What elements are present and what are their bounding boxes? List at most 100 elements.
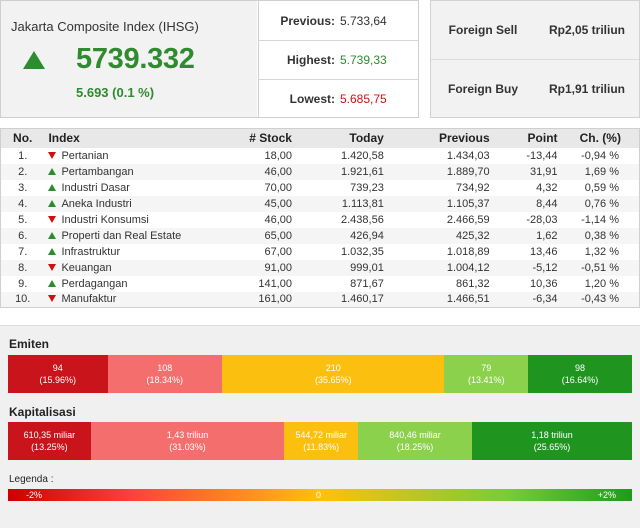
up-triangle-icon	[48, 167, 57, 175]
row-change: -0,51 %	[561, 259, 640, 276]
segment-value: 94	[52, 363, 63, 373]
row-number: 3.	[18, 181, 28, 194]
table-row: 6. Properti dan Real Estate 65,00 426,94 425…	[0, 227, 640, 244]
row-index-label: Aneka Industri	[61, 197, 132, 210]
row-point: -13,44	[526, 149, 558, 162]
row-point: 13,46	[530, 245, 558, 258]
row-number: 7.	[18, 245, 28, 258]
foreign-sell-label: Foreign Sell	[448, 23, 518, 37]
row-stock-count: 45,00	[232, 195, 296, 212]
table-row: 2. Pertambangan 46,00 1.921,61 1.889,70 31,91…	[0, 163, 640, 180]
summary-header: Jakarta Composite Index (IHSG) 5739.332 …	[0, 0, 640, 122]
segment-percent: (13.41%)	[468, 375, 505, 385]
row-point: 31,91	[493, 163, 562, 180]
kapitalisasi-segment: 544,72 miliar (11.83%)	[284, 422, 359, 460]
row-point: -6,34	[493, 291, 562, 308]
row-stock-count: 91,00	[232, 259, 296, 276]
stat-previous: Previous: 5.733,64	[258, 1, 418, 40]
legend-gradient-bar: -2% 0 +2%	[8, 489, 632, 501]
row-index-label: Industri Konsumsi	[61, 213, 149, 226]
index-title: Jakarta Composite Index (IHSG)	[11, 19, 199, 34]
segment-value: 79	[481, 363, 492, 373]
row-change: -0,43 %	[561, 291, 640, 308]
row-previous: 1.004,12	[387, 259, 494, 276]
row-index-name: Perdagangan	[44, 276, 232, 292]
kapitalisasi-segment: 610,35 miliar (13.25%)	[8, 422, 91, 460]
segment-value: 1,43 triliun	[166, 430, 209, 440]
row-number: 10.	[0, 291, 45, 308]
row-index-name: Pertanian	[44, 148, 232, 164]
emiten-segment: 94 (15.96%)	[8, 355, 108, 393]
row-previous: 1.889,70	[387, 163, 494, 180]
row-today: 1.921,61	[295, 163, 388, 180]
row-index-label: Properti dan Real Estate	[61, 229, 182, 242]
table-row: 7. Infrastruktur 67,00 1.032,35 1.018,89 13,4…	[1, 244, 640, 260]
row-previous: 2.466,59	[446, 213, 490, 226]
row-stock-count: 141,00	[258, 277, 292, 290]
stat-value: 5.739,33	[340, 53, 387, 67]
row-point: 10,36	[530, 277, 558, 290]
kapitalisasi-segment: 1,43 triliun (31.03%)	[90, 422, 285, 460]
index-value: 5739.332	[76, 43, 195, 75]
row-previous: 1.018,89	[446, 245, 490, 258]
legend-min: -2%	[26, 490, 43, 500]
row-point: 4,32	[536, 181, 558, 194]
segment-percent: (18.34%)	[146, 375, 184, 385]
foreign-flow-card: Foreign Sell Rp2,05 triliun Foreign Buy …	[430, 0, 640, 118]
row-stock-count: 67,00	[264, 245, 292, 258]
segment-percent: (15.96%)	[39, 375, 77, 385]
col-header-index: Index	[44, 128, 233, 148]
table-row: 9. Perdagangan 141,00 871,67 861,32 10,36 1,20…	[1, 276, 640, 292]
segment-percent: (31.03%)	[169, 442, 206, 452]
row-today: 426,94	[295, 227, 388, 244]
legend-label: Legenda :	[9, 474, 54, 485]
index-stats: Previous: 5.733,64 Highest: 5.739,33 Low…	[258, 1, 418, 118]
row-change: 1,69 %	[561, 163, 640, 180]
up-triangle-icon	[48, 279, 57, 287]
segment-value: 98	[575, 363, 586, 373]
col-header-previous: Previous	[387, 128, 494, 148]
row-index-label: Pertambangan	[61, 165, 134, 178]
table-row: 4. Aneka Industri 45,00 1.113,81 1.105,37 8,4…	[0, 195, 640, 212]
row-index-name: Industri Konsumsi	[44, 212, 232, 228]
segment-percent: (16.64%)	[561, 375, 599, 385]
col-header-change: Ch. (%)	[561, 128, 640, 148]
row-stock-count: 18,00	[264, 149, 292, 162]
stat-label: Previous:	[280, 13, 335, 28]
row-today: 1.460,17	[295, 291, 388, 308]
row-index-label: Infrastruktur	[61, 245, 121, 258]
stat-label: Lowest:	[289, 92, 335, 106]
col-header-point: Point	[493, 128, 562, 148]
stat-value: 5.685,75	[340, 92, 387, 106]
row-change: 0,59 %	[584, 181, 619, 194]
row-point: -5,12	[493, 259, 562, 276]
segment-value: 1,18 triliun	[531, 430, 573, 440]
row-index-name: Properti dan Real Estate	[44, 227, 233, 244]
row-point: 8,44	[493, 195, 562, 212]
stat-lowest: Lowest: 5.685,75	[258, 79, 418, 118]
table-row: 10. Manufaktur 161,00 1.460,17 1.466,51 -6,34…	[0, 291, 640, 308]
row-previous: 425,32	[387, 227, 494, 244]
row-today: 1.032,35	[341, 245, 384, 258]
index-card: Jakarta Composite Index (IHSG) 5739.332 …	[0, 0, 419, 118]
foreign-buy-label: Foreign Buy	[447, 81, 518, 96]
row-index-label: Pertanian	[61, 149, 109, 162]
down-triangle-icon	[48, 263, 57, 271]
row-index-label: Perdagangan	[61, 277, 128, 290]
row-index-label: Manufaktur	[61, 293, 117, 306]
up-triangle-icon	[48, 247, 57, 255]
market-breadth-panel: Emiten 94 (15.96%) 108 (18.34%) 210 (35.65%) 7…	[0, 325, 640, 528]
row-number: 4.	[0, 195, 45, 212]
emiten-segment: 108 (18.34%)	[107, 355, 223, 393]
segment-percent: (25.65%)	[533, 442, 571, 452]
row-today: 1.113,81	[295, 195, 388, 212]
row-stock-count: 46,00	[264, 213, 292, 226]
row-today: 2.438,56	[341, 213, 384, 226]
table-row: 1. Pertanian 18,00 1.420,58 1.434,03 -13,44 -0…	[1, 148, 640, 164]
col-header-no: No.	[0, 128, 45, 148]
segment-value: 840,46 miliar	[389, 430, 441, 440]
row-previous: 734,92	[456, 181, 490, 194]
row-number: 1.	[18, 149, 28, 162]
col-header-today: Today	[295, 128, 388, 148]
row-index-name: Keuangan	[44, 259, 233, 276]
